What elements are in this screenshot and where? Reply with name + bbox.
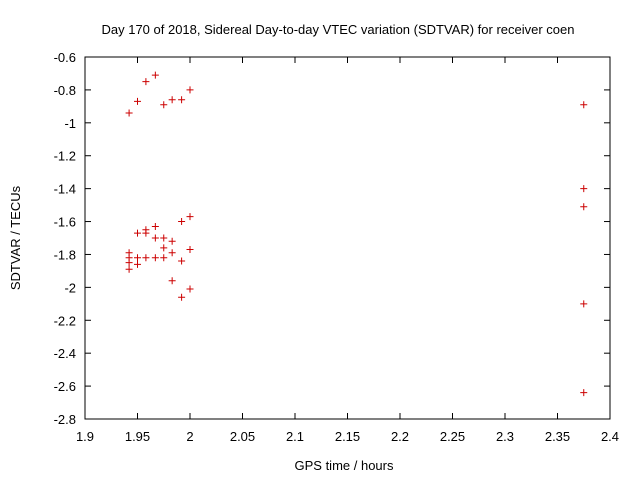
y-tick-label: -2.4 bbox=[54, 346, 76, 361]
x-tick-label: 2.3 bbox=[496, 429, 514, 444]
data-point bbox=[186, 213, 194, 221]
data-point bbox=[125, 265, 133, 273]
data-point bbox=[168, 277, 176, 285]
data-point bbox=[160, 244, 168, 252]
data-point bbox=[134, 229, 141, 237]
data-point bbox=[580, 203, 588, 211]
y-tick-label: -1 bbox=[64, 116, 76, 131]
y-tick-label: -1.4 bbox=[54, 182, 76, 197]
data-point bbox=[134, 254, 141, 262]
y-tick-label: -0.6 bbox=[54, 50, 76, 65]
data-point bbox=[151, 254, 159, 262]
data-point bbox=[186, 86, 194, 94]
x-tick-label: 2.2 bbox=[391, 429, 409, 444]
data-point bbox=[186, 285, 194, 293]
x-tick-label: 2.25 bbox=[440, 429, 465, 444]
data-point bbox=[168, 96, 176, 104]
data-point bbox=[580, 389, 588, 397]
data-point bbox=[168, 237, 176, 245]
data-series bbox=[125, 71, 588, 397]
data-point bbox=[151, 222, 159, 230]
y-tick-label: -2.6 bbox=[54, 379, 76, 394]
data-point bbox=[178, 293, 186, 301]
x-axis-label: GPS time / hours bbox=[295, 458, 394, 473]
data-point bbox=[151, 71, 159, 79]
x-tick-label: 2.4 bbox=[601, 429, 619, 444]
data-point bbox=[142, 229, 150, 237]
y-tick-label: -1.6 bbox=[54, 215, 76, 230]
data-point bbox=[580, 101, 588, 109]
x-tick-label: 2.1 bbox=[286, 429, 304, 444]
data-point bbox=[151, 234, 159, 242]
y-tick-label: -2 bbox=[64, 280, 76, 295]
x-tick-label: 2.05 bbox=[230, 429, 255, 444]
data-point bbox=[580, 300, 588, 308]
data-point bbox=[178, 218, 186, 226]
x-tick-label: 2.15 bbox=[335, 429, 360, 444]
y-tick-label: -2.2 bbox=[54, 313, 76, 328]
data-point bbox=[580, 185, 588, 193]
data-point bbox=[160, 234, 168, 242]
x-tick-label: 2 bbox=[186, 429, 193, 444]
data-point bbox=[125, 259, 133, 267]
x-axis: 1.9 1.95 2 2.05 2.1 2.15 2.2 2.25 2.3 2.35 2.4 bbox=[76, 57, 619, 444]
y-tick-label: -1.8 bbox=[54, 247, 76, 262]
x-tick-label: 1.9 bbox=[76, 429, 94, 444]
data-point bbox=[142, 78, 150, 86]
y-axis: -0.6 -0.8 -1 -1.2 -1.4 -1.6 -1.8 -2 -2.2 -2.4 -2.6… bbox=[54, 50, 610, 427]
y-tick-label: -1.2 bbox=[54, 149, 76, 164]
data-point bbox=[142, 254, 150, 262]
data-point bbox=[160, 101, 168, 109]
y-axis-label: SDTVAR / TECUs bbox=[8, 185, 23, 290]
y-tick-label: -0.8 bbox=[54, 83, 76, 98]
data-point bbox=[160, 254, 168, 262]
data-point bbox=[168, 249, 176, 257]
data-point bbox=[178, 257, 186, 265]
x-tick-label: 2.35 bbox=[545, 429, 570, 444]
x-tick-label: 1.95 bbox=[125, 429, 150, 444]
data-point bbox=[125, 109, 133, 117]
data-point bbox=[134, 260, 141, 268]
chart-title: Day 170 of 2018, Sidereal Day-to-day VTE… bbox=[101, 22, 574, 37]
data-point bbox=[134, 97, 141, 105]
y-tick-label: -2.8 bbox=[54, 412, 76, 427]
data-point bbox=[186, 246, 194, 254]
data-point bbox=[178, 96, 186, 104]
